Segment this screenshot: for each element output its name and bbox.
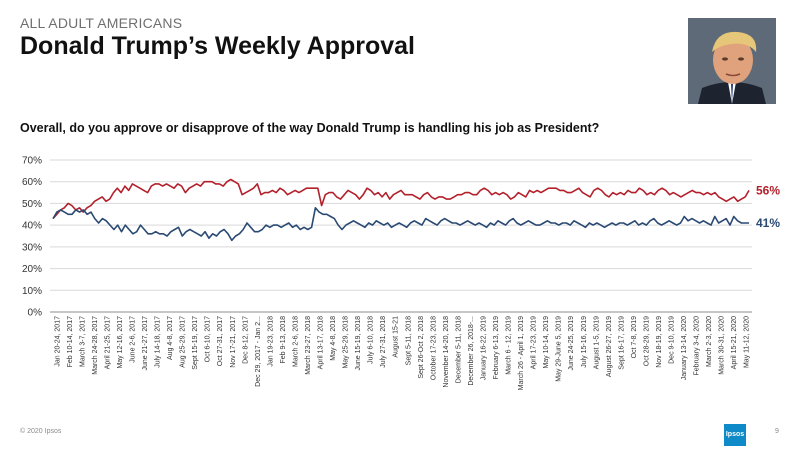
- x-tick-label: Oct 6-10, 2017: [205, 316, 212, 362]
- x-tick-label: Jan 20-24, 2017: [54, 316, 61, 367]
- x-tick-label: Sept 16-17, 2019: [618, 316, 625, 370]
- x-tick-label: June 15-19, 2018: [355, 316, 362, 371]
- x-tick-label: August 15-21: [393, 316, 400, 358]
- copyright-text: © 2020 Ipsos: [20, 428, 62, 435]
- x-tick-label: July 27-31, 2018: [380, 316, 387, 368]
- x-tick-label: March 26 - April 1, 2019: [518, 316, 525, 390]
- x-tick-label: Oct 28-29, 2019: [643, 316, 650, 366]
- x-tick-label: Sept 15-19, 2017: [192, 316, 199, 370]
- end-label-disapprove: 56%: [756, 183, 780, 197]
- logo-text: Ipsos: [725, 431, 745, 438]
- x-tick-label: Oct 7-8, 2019: [631, 316, 638, 359]
- y-tick-label: 10%: [22, 286, 42, 297]
- x-tick-label: February 3-4, 2020: [694, 316, 701, 376]
- x-tick-label: July 15-16, 2019: [581, 316, 588, 368]
- x-tick-label: May 11-12, 2020: [744, 316, 751, 368]
- x-tick-label: Feb 10-14, 2017: [67, 316, 74, 367]
- portrait-photo: [688, 18, 776, 104]
- x-tick-label: April 13-17, 2018: [318, 316, 325, 369]
- kicker-label: ALL ADULT AMERICANS: [20, 15, 183, 31]
- portrait-image: [688, 18, 776, 104]
- x-tick-label: Oct 27-31, 2017: [217, 316, 224, 366]
- x-tick-label: December 26, 2018-...: [468, 316, 475, 386]
- x-tick-label: January 16-22, 2019: [480, 316, 487, 380]
- x-tick-label: December 5-11, 2018: [455, 316, 462, 383]
- y-tick-label: 0%: [28, 308, 43, 319]
- page-number: 9: [775, 428, 779, 435]
- x-tick-label: June 21-27, 2017: [142, 316, 149, 371]
- x-tick-label: August 1-5, 2019: [593, 316, 600, 369]
- x-tick-label: October 17-23, 2018: [430, 316, 437, 380]
- x-tick-label: March 3-7, 2017: [79, 316, 86, 367]
- x-tick-label: May 10-14, 2019: [543, 316, 550, 369]
- x-tick-label: March 6 - 12, 2019: [506, 316, 513, 375]
- x-tick-label: May 4-8, 2018: [330, 316, 337, 361]
- x-tick-label: Nov 17-21, 2017: [230, 316, 237, 368]
- x-tick-label: Nov 18-19, 2019: [656, 316, 663, 368]
- x-tick-label: Dec 9-10, 2019: [669, 316, 676, 364]
- x-tick-label: Sept 26-Oct 2, 2018: [418, 316, 425, 379]
- x-tick-label: Feb 9-13, 2018: [280, 316, 287, 364]
- x-tick-label: January 13-14, 2020: [681, 316, 688, 380]
- x-tick-label: Dec 8-12, 2017: [242, 316, 249, 364]
- x-tick-label: Dec 29, 2017 - Jan 2...: [255, 316, 262, 387]
- x-tick-label: April 17-23, 2019: [531, 316, 538, 369]
- y-tick-label: 60%: [22, 177, 42, 188]
- y-tick-label: 30%: [22, 242, 42, 253]
- x-tick-label: April 21-25, 2017: [104, 316, 111, 369]
- x-tick-label: March 2-3, 2020: [706, 316, 713, 367]
- ipsos-logo: Ipsos: [724, 424, 746, 446]
- x-tick-label: February 6-13, 2019: [493, 316, 500, 380]
- x-tick-label: June 24-25, 2019: [568, 316, 575, 371]
- y-tick-label: 70%: [22, 156, 42, 167]
- x-tick-label: March 23-27, 2018: [305, 316, 312, 375]
- x-tick-label: Sept 5-11, 2018: [405, 316, 412, 365]
- x-tick-label: July 14-18, 2017: [155, 316, 162, 368]
- x-tick-label: May 29-June 5, 2019: [556, 316, 563, 382]
- y-tick-label: 20%: [22, 264, 42, 275]
- x-tick-label: March 2-6, 2018: [292, 316, 299, 367]
- x-tick-label: March 24-28, 2017: [92, 316, 99, 375]
- x-tick-label: May 12-16, 2017: [117, 316, 124, 369]
- page-title: Donald Trump’s Weekly Approval: [20, 32, 415, 60]
- x-tick-label: August 26-27, 2019: [606, 316, 613, 377]
- x-tick-label: March 30-31, 2020: [719, 316, 726, 375]
- x-tick-label: Jan 19-23, 2018: [267, 316, 274, 367]
- series-line-disapprove: [52, 178, 750, 220]
- x-tick-label: July 6-10, 2018: [368, 316, 375, 364]
- survey-question: Overall, do you approve or disapprove of…: [20, 121, 600, 135]
- series-line-approve: [52, 207, 749, 242]
- x-tick-label: Aug 4-8, 2017: [167, 316, 174, 360]
- x-tick-label: April 15-21, 2020: [731, 316, 738, 369]
- x-tick-label: Aug 25-29, 2017: [180, 316, 187, 368]
- y-tick-label: 40%: [22, 221, 42, 232]
- x-tick-label: November 14-20, 2018: [443, 316, 450, 388]
- end-label-approve: 41%: [756, 216, 780, 230]
- x-tick-label: May 25-29, 2018: [343, 316, 350, 369]
- x-tick-label: June 2-6, 2017: [129, 316, 136, 363]
- y-tick-label: 50%: [22, 199, 42, 210]
